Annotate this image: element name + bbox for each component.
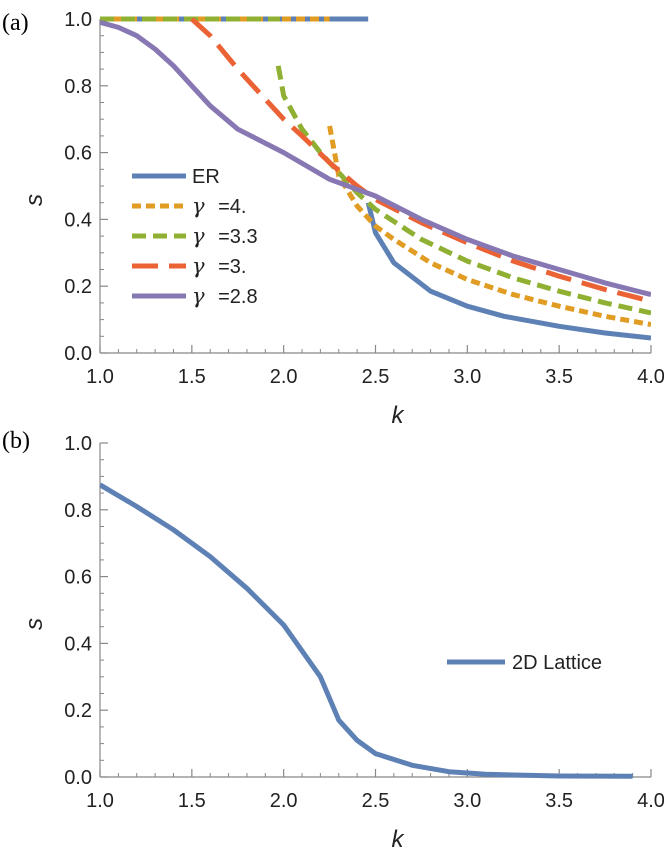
panel-a-series-1-lower-line	[327, 125, 651, 328]
panel-b-y-tick-label: 0.8	[64, 500, 92, 522]
panel-b-x-tick-label: 4.0	[637, 790, 664, 812]
panel-a-x-tick-label: 1.5	[178, 366, 206, 388]
panel-b-y-tick-label: 0.2	[64, 700, 92, 722]
panel-b-x-tick-label: 1.0	[86, 790, 114, 812]
panel-b-legend-label: 2D Lattice	[512, 652, 602, 674]
panel-a-x-tick-label: 1.0	[86, 366, 114, 388]
panel-b-x-tick-label: 2.0	[270, 790, 298, 812]
gamma-symbol: γ	[192, 224, 205, 248]
gamma-symbol: γ	[192, 194, 205, 218]
panel-b-y-tick-label: 0.4	[64, 633, 92, 655]
panel-b-y-tick-label: 0.0	[64, 767, 92, 789]
panel-b-y-tick-label: 1.0	[64, 433, 92, 455]
panel-a-legend-label: γ =3.3	[192, 224, 258, 248]
panel-a-x-axis-label: k	[392, 402, 406, 429]
panel-b-x-tick-label: 1.5	[178, 790, 206, 812]
panel-a-x-tick-label: 4.0	[637, 366, 664, 388]
panel-a-y-tick-label: 0.6	[64, 143, 92, 165]
panel-a-y-tick-label: 0.2	[64, 276, 92, 298]
panel-a-legend-label: γ =3.	[192, 254, 246, 278]
panel-a-y-tick-label: 0.8	[64, 76, 92, 98]
panel-a-series-3-lower-line	[190, 17, 651, 304]
panel-b-x-axis-label: k	[392, 826, 406, 853]
panel-b-y-axis-label: s	[21, 618, 48, 630]
panel-a-label: (a)	[2, 10, 29, 36]
panel-b-y-tick-label: 0.6	[64, 567, 92, 589]
panel-a-legend-label: γ =2.8	[192, 284, 258, 308]
panel-a-x-tick-label: 3.5	[545, 366, 573, 388]
panel-a-y-tick-label: 0.0	[64, 343, 92, 365]
panel-a-x-tick-label: 3.0	[453, 366, 481, 388]
panel-a-y-tick-label: 0.4	[64, 209, 92, 231]
panel-b: (b) 1.0 1.5 2.0 2.5 3.0 3.5 4.0 0.0 0.2 0.4 0.6 0.8…	[2, 428, 664, 853]
panel-a-series-2-lower-line	[275, 65, 651, 316]
panel-a-x-tick-label: 2.5	[362, 366, 390, 388]
panel-a-series-0-lower-line	[365, 202, 651, 341]
panel-a-y-tick-label: 1.0	[64, 9, 92, 31]
panel-a: (a) 1.0 1.5 2.0 2.5 3.0 3.5 4.0 0.0 0.2 0.4 0.6 0.8…	[2, 9, 664, 429]
panel-b-label: (b)	[2, 428, 30, 454]
panel-a-legend-label: γ =4.	[192, 194, 246, 218]
panel-b-x-tick-label: 3.5	[545, 790, 573, 812]
gamma-symbol: γ	[192, 254, 205, 278]
gamma-symbol: γ	[192, 284, 205, 308]
panel-a-x-tick-label: 2.0	[270, 366, 298, 388]
panel-b-series-0-lower-line	[100, 482, 633, 779]
panel-a-series-4-lower-line	[100, 19, 651, 298]
panel-b-x-tick-label: 2.5	[362, 790, 390, 812]
panel-a-legend-label: ER	[192, 166, 220, 188]
panel-b-x-tick-label: 3.0	[453, 790, 481, 812]
panel-a-y-axis-label: s	[21, 194, 48, 206]
